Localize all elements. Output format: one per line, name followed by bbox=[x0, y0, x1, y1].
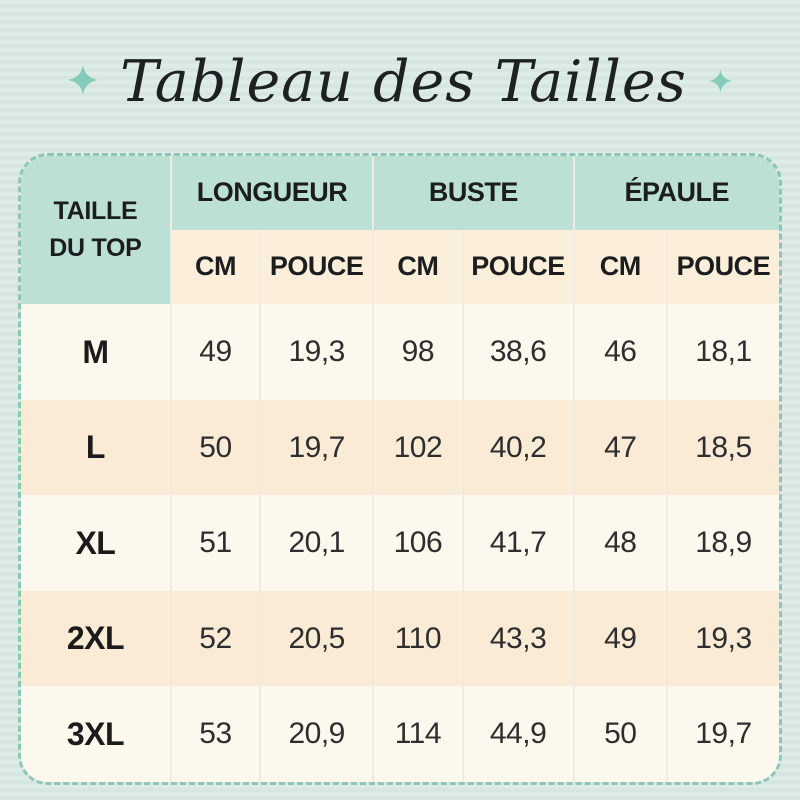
value-cell: 46 bbox=[572, 304, 666, 400]
unit-header-cm: CM bbox=[169, 229, 260, 305]
value-cell: 53 bbox=[169, 686, 260, 782]
value-cell: 106 bbox=[372, 495, 462, 591]
value-cell: 110 bbox=[372, 590, 462, 687]
value-cell: 51 bbox=[169, 495, 260, 591]
sparkle-icon bbox=[708, 69, 732, 93]
size-cell: 2XL bbox=[21, 590, 170, 687]
value-cell: 50 bbox=[169, 399, 260, 496]
value-cell: 20,1 bbox=[259, 495, 373, 591]
page-header: Tableau des Tailles bbox=[0, 44, 800, 120]
value-cell: 41,7 bbox=[461, 495, 573, 591]
unit-header-pouce: POUCE bbox=[461, 229, 573, 305]
value-cell: 18,9 bbox=[665, 495, 779, 591]
unit-header-cm: CM bbox=[372, 229, 462, 305]
value-cell: 48 bbox=[572, 495, 666, 591]
value-cell: 43,3 bbox=[461, 590, 573, 687]
value-cell: 19,7 bbox=[259, 399, 373, 496]
sparkle-icon bbox=[68, 65, 99, 95]
value-cell: 52 bbox=[169, 590, 260, 687]
value-cell: 44,9 bbox=[461, 686, 573, 782]
value-cell: 20,5 bbox=[259, 590, 373, 687]
value-cell: 18,5 bbox=[665, 399, 779, 496]
value-cell: 40,2 bbox=[461, 399, 573, 496]
value-cell: 98 bbox=[372, 304, 462, 400]
size-table-grid: TAILLE DU TOP LONGUEUR BUSTE ÉPAULE CM P… bbox=[21, 156, 779, 782]
size-table: TAILLE DU TOP LONGUEUR BUSTE ÉPAULE CM P… bbox=[18, 153, 782, 785]
corner-header-taille-du-top: TAILLE DU TOP bbox=[21, 156, 170, 305]
value-cell: 102 bbox=[372, 399, 462, 496]
group-header-buste: BUSTE bbox=[372, 156, 573, 230]
value-cell: 114 bbox=[372, 686, 462, 782]
value-cell: 18,1 bbox=[665, 304, 779, 400]
group-header-longueur: LONGUEUR bbox=[169, 156, 373, 230]
size-cell: L bbox=[21, 399, 170, 496]
value-cell: 38,6 bbox=[461, 304, 573, 400]
value-cell: 50 bbox=[572, 686, 666, 782]
value-cell: 47 bbox=[572, 399, 666, 496]
value-cell: 19,7 bbox=[665, 686, 779, 782]
size-cell: XL bbox=[21, 495, 170, 591]
unit-header-pouce: POUCE bbox=[665, 229, 779, 305]
page-title: Tableau des Tailles bbox=[120, 49, 687, 115]
value-cell: 19,3 bbox=[665, 590, 779, 687]
size-cell: M bbox=[21, 304, 170, 400]
value-cell: 49 bbox=[572, 590, 666, 687]
unit-header-pouce: POUCE bbox=[259, 229, 373, 305]
value-cell: 20,9 bbox=[259, 686, 373, 782]
unit-header-cm: CM bbox=[572, 229, 666, 305]
value-cell: 19,3 bbox=[259, 304, 373, 400]
size-cell: 3XL bbox=[21, 686, 170, 782]
value-cell: 49 bbox=[169, 304, 260, 400]
group-header-epaule: ÉPAULE bbox=[572, 156, 779, 230]
